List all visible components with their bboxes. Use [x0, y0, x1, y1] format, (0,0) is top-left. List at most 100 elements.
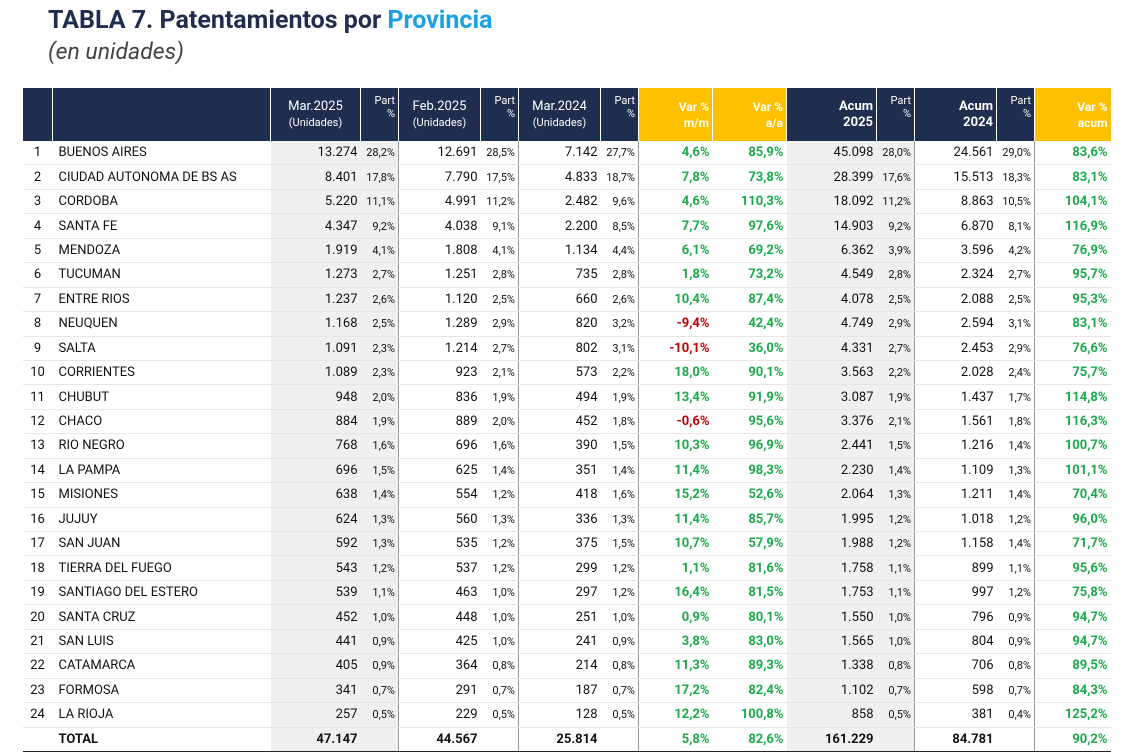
cell: 17,6% — [876, 164, 915, 190]
cell: 625 — [398, 458, 481, 484]
cell: 4.749 — [786, 311, 877, 337]
cell: 14 — [22, 458, 53, 484]
cell: 375 — [518, 531, 601, 557]
cell: 1,3% — [600, 507, 639, 533]
cell: 341 — [270, 678, 361, 704]
cell: 858 — [786, 702, 877, 728]
cell: 10 — [22, 360, 53, 386]
cell: 15 — [22, 482, 53, 508]
row: 10 CORRIENTES 1.089 2,3% 923 2,1% 573 2,2% 18,0%… — [22, 360, 1111, 386]
column-header-line: Part — [1010, 94, 1031, 107]
cell: 1.289 — [398, 311, 481, 337]
column-header: Part% — [996, 88, 1035, 141]
cell: 23 — [22, 678, 53, 704]
cell: 2,5% — [996, 287, 1035, 313]
cell: 6 — [22, 262, 53, 288]
cell: 2,0% — [480, 409, 519, 435]
cell: 9,2% — [876, 213, 915, 239]
total-cell: TOTAL — [52, 726, 271, 752]
column-header-line: % — [902, 107, 911, 120]
cell: 768 — [270, 433, 361, 459]
cell: 10,4% — [638, 287, 713, 313]
cell: 706 — [914, 653, 997, 679]
cell: 4,6% — [638, 189, 713, 215]
cell: 1,2% — [876, 507, 915, 533]
cell: 84,3% — [1034, 678, 1111, 704]
cell: 12.691 — [398, 141, 481, 166]
cell: 8 — [22, 311, 53, 337]
cell: 80,1% — [712, 604, 787, 630]
cell: 2,3% — [360, 336, 399, 361]
cell: 1,7% — [996, 384, 1035, 410]
cell: 696 — [270, 458, 361, 484]
cell: 660 — [518, 287, 601, 313]
cell: 1.109 — [914, 458, 997, 484]
column-header: Var % m/m — [638, 88, 713, 141]
cell: 4,1% — [480, 238, 519, 264]
cell: 0,9% — [638, 604, 713, 630]
column-header-line: (Unidades) — [532, 115, 587, 129]
cell: 6.362 — [786, 238, 877, 264]
cell: 1,2% — [996, 580, 1035, 606]
cell: 1,3% — [480, 507, 519, 533]
cell: FORMOSA — [52, 678, 271, 704]
cell: 1,1% — [876, 580, 915, 606]
cell: 1.808 — [398, 238, 481, 264]
cell: 1,4% — [600, 458, 639, 484]
cell: 1.216 — [914, 433, 997, 459]
cell: 45.098 — [786, 141, 877, 166]
cell: 537 — [398, 555, 481, 581]
row: 15 MISIONES 638 1,4% 554 1,2% 418 1,6% 15,2% 52,6… — [22, 482, 1111, 508]
row: 5 MENDOZA 1.919 4,1% 1.808 4,1% 1.134 4,4% 6,1% 6… — [22, 238, 1111, 264]
column-header-line: acum — [1077, 115, 1108, 130]
cell: 0,8% — [480, 653, 519, 679]
cell: 452 — [518, 409, 601, 435]
cell: 1,1% — [360, 580, 399, 606]
subtitle: (en unidades) — [48, 38, 184, 65]
cell: 9,6% — [600, 189, 639, 215]
cell: 1,9% — [876, 384, 915, 410]
row: 19 SANTIAGO DEL ESTERO 539 1,1% 463 1,0% 297 1,… — [22, 580, 1111, 606]
cell: 83,6% — [1034, 141, 1111, 166]
cell: 2.088 — [914, 287, 997, 313]
row: 12 CHACO 884 1,9% 889 2,0% 452 1,8% -0,6% 95,6% 3.… — [22, 409, 1111, 435]
column-header-line: Mar.2025 — [288, 98, 343, 114]
column-header-line: Var % — [678, 99, 709, 114]
cell: 2.230 — [786, 458, 877, 484]
row: 13 RIO NEGRO 768 1,6% 696 1,6% 390 1,5% 10,3% 96,… — [22, 433, 1111, 459]
cell: 14.903 — [786, 213, 877, 239]
cell: 1.214 — [398, 336, 481, 361]
cell: 24.561 — [914, 141, 997, 166]
row: 6 TUCUMAN 1.273 2,7% 1.251 2,8% 735 2,8% 1,8% 73,… — [22, 262, 1111, 288]
cell: 2.064 — [786, 482, 877, 508]
cell: 2.324 — [914, 262, 997, 288]
cell: 624 — [270, 507, 361, 533]
cell: 2,6% — [600, 287, 639, 313]
cell: 15,2% — [638, 482, 713, 508]
cell: 1,4% — [996, 482, 1035, 508]
cell: 83,1% — [1034, 311, 1111, 337]
cell: MISIONES — [52, 482, 271, 508]
cell: 0,9% — [600, 629, 639, 655]
cell: 291 — [398, 678, 481, 704]
cell: 0,7% — [480, 678, 519, 704]
cell: 1.251 — [398, 262, 481, 288]
cell: 71,7% — [1034, 531, 1111, 557]
cell: 28,5% — [480, 141, 519, 166]
total-cell: 5,8% — [638, 726, 713, 752]
cell: 11,2% — [480, 189, 519, 215]
column-header: Mar.2025 (Unidades) — [270, 88, 361, 141]
cell: 2,7% — [996, 262, 1035, 288]
cell: 229 — [398, 702, 481, 728]
cell: -10,1% — [638, 336, 713, 361]
cell: 1,2% — [876, 531, 915, 557]
cell: 11,4% — [638, 458, 713, 484]
cell: 8.863 — [914, 189, 997, 215]
cell: 1.550 — [786, 604, 877, 630]
cell: 95,3% — [1034, 287, 1111, 313]
cell: 11,1% — [360, 189, 399, 215]
cell: 573 — [518, 360, 601, 386]
cell: 2,5% — [480, 287, 519, 313]
cell: 11 — [22, 384, 53, 410]
cell: 4.991 — [398, 189, 481, 215]
